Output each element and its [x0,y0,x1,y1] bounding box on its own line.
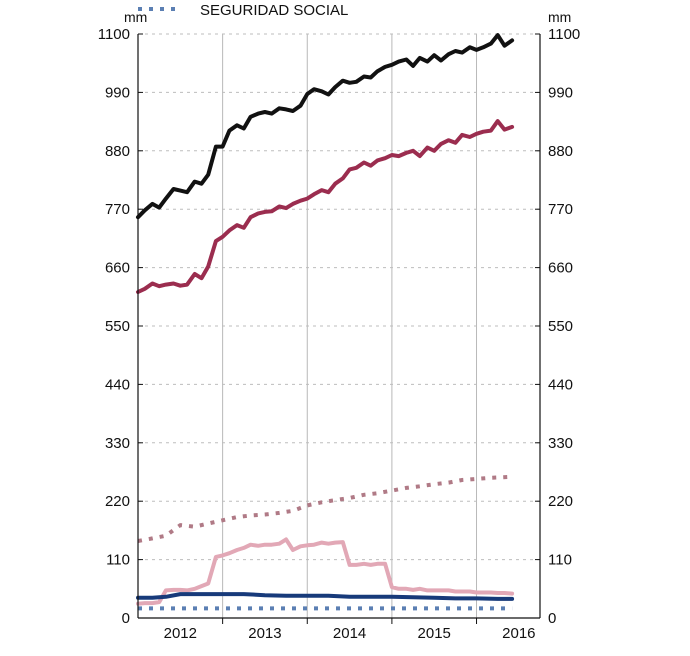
y-tick-label-left-6: 660 [105,260,130,277]
y-tick-label-right-4: 440 [548,376,573,393]
x-tick-label-2013: 2013 [248,625,281,642]
y-tick-label-right-10: 1100 [548,26,580,43]
y-tick-label-right-1: 110 [548,552,572,569]
series-line-total [136,33,515,220]
y-tick-label-right-6: 660 [548,260,573,277]
series-line-pink [136,537,515,606]
y-tick-label-left-4: 440 [105,376,130,393]
y-tick-label-left-8: 880 [105,143,130,160]
y-tick-label-right-5: 550 [548,318,573,335]
y-tick-label-left-1: 110 [106,552,130,569]
series-line-navy [136,592,515,601]
x-tick-label-2012: 2012 [164,625,197,642]
y-tick-label-right-8: 880 [548,143,573,160]
y-tick-label-left-0: 0 [122,610,130,627]
series-line-dotted [137,474,513,543]
x-axis-ticks: 2012 2013 2014 2015 2016 [164,618,536,642]
y-tick-label-left-9: 990 [105,84,130,101]
left-unit-label: mm [124,9,147,25]
x-tick-label-2016: 2016 [502,625,535,642]
y-tick-label-left-10: 1100 [98,26,130,43]
legend-label-seguridad-social: SEGURIDAD SOCIAL [200,2,348,19]
y-tick-label-right-2: 220 [548,493,573,510]
x-tick-label-2015: 2015 [418,625,451,642]
y-tick-label-right-7: 770 [548,201,573,218]
y-axis-left-ticks: 0 110 220 330 440 550 660 770 880 990 1100 [98,26,143,627]
series-lines [136,33,515,611]
horizontal-gridlines [138,33,540,561]
y-axis-right-ticks: 0 110 220 330 440 550 660 770 880 990 1100 [535,26,580,627]
y-tick-label-right-3: 330 [548,435,573,452]
y-tick-label-left-5: 550 [105,318,130,335]
y-tick-label-left-7: 770 [105,201,130,218]
right-unit-label: mm [548,9,571,25]
y-tick-label-left-3: 330 [105,435,130,452]
y-tick-label-right-0: 0 [548,610,556,627]
series-line-crimson [136,119,515,294]
legend: SEGURIDAD SOCIAL [138,2,348,19]
y-tick-label-left-2: 220 [105,493,130,510]
y-tick-label-right-9: 990 [548,84,573,101]
x-tick-label-2014: 2014 [333,625,366,642]
plot-frame [137,34,541,619]
